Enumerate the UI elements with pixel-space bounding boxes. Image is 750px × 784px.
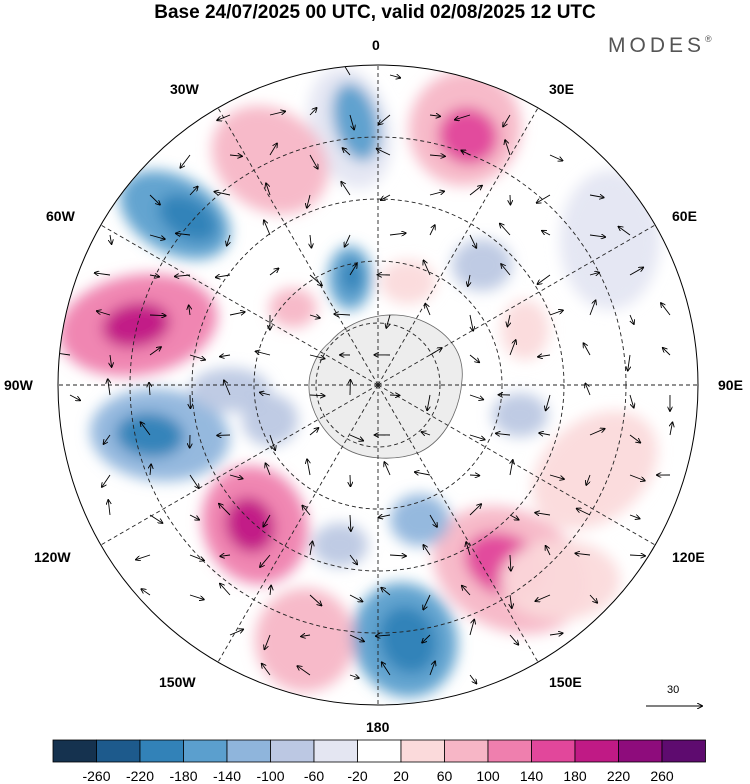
colorbar-tick-label: 260 bbox=[645, 768, 679, 784]
colorbar-tick-label: 20 bbox=[384, 768, 418, 784]
colorbar-segment bbox=[184, 740, 228, 762]
colorbar-segment bbox=[140, 740, 184, 762]
lon-label-120w: 120W bbox=[34, 549, 71, 565]
colorbar-segment bbox=[619, 740, 663, 762]
colorbar-segment bbox=[445, 740, 489, 762]
colorbar-segment bbox=[401, 740, 445, 762]
lon-label-90w: 90W bbox=[4, 377, 33, 393]
colorbar-tick-label: -180 bbox=[167, 768, 201, 784]
lon-label-60w: 60W bbox=[46, 208, 75, 224]
colorbar bbox=[53, 740, 706, 762]
colorbar-tick-label: 180 bbox=[558, 768, 592, 784]
lon-label-90e: 90E bbox=[718, 377, 743, 393]
lon-label-150w: 150W bbox=[159, 674, 196, 690]
colorbar-segment bbox=[227, 740, 271, 762]
lon-label-0: 0 bbox=[372, 37, 380, 53]
lon-label-30w: 30W bbox=[170, 81, 199, 97]
colorbar-tick-label: -100 bbox=[254, 768, 288, 784]
colorbar-segment bbox=[662, 740, 706, 762]
wind-arrow bbox=[470, 475, 479, 476]
colorbar-tick-label: -260 bbox=[80, 768, 114, 784]
colorbar-tick-label: -60 bbox=[297, 768, 331, 784]
reference-vector-value: 30 bbox=[667, 684, 679, 696]
colorbar-tick-label: -20 bbox=[341, 768, 375, 784]
colorbar-tick-label: 140 bbox=[515, 768, 549, 784]
colorbar-segment bbox=[314, 740, 358, 762]
colorbar-tick-label: -140 bbox=[210, 768, 244, 784]
lon-label-60e: 60E bbox=[672, 208, 697, 224]
brand-logo: MODES® bbox=[608, 34, 712, 58]
colorbar-segment bbox=[53, 740, 97, 762]
map-title: Base 24/07/2025 00 UTC, valid 02/08/2025… bbox=[0, 2, 750, 24]
lon-label-180: 180 bbox=[366, 719, 389, 735]
colorbar-tick-label: 100 bbox=[471, 768, 505, 784]
colorbar-segment bbox=[488, 740, 532, 762]
colorbar-tick-label: 60 bbox=[428, 768, 462, 784]
colorbar-segment bbox=[532, 740, 576, 762]
colorbar-segment bbox=[358, 740, 402, 762]
lon-label-120e: 120E bbox=[672, 549, 705, 565]
colorbar-tick-label: 220 bbox=[602, 768, 636, 784]
lon-label-150e: 150E bbox=[549, 674, 582, 690]
colorbar-tick-label: -220 bbox=[123, 768, 157, 784]
colorbar-segment bbox=[97, 740, 141, 762]
lon-label-30e: 30E bbox=[549, 81, 574, 97]
colorbar-segment bbox=[271, 740, 315, 762]
colorbar-segment bbox=[575, 740, 619, 762]
